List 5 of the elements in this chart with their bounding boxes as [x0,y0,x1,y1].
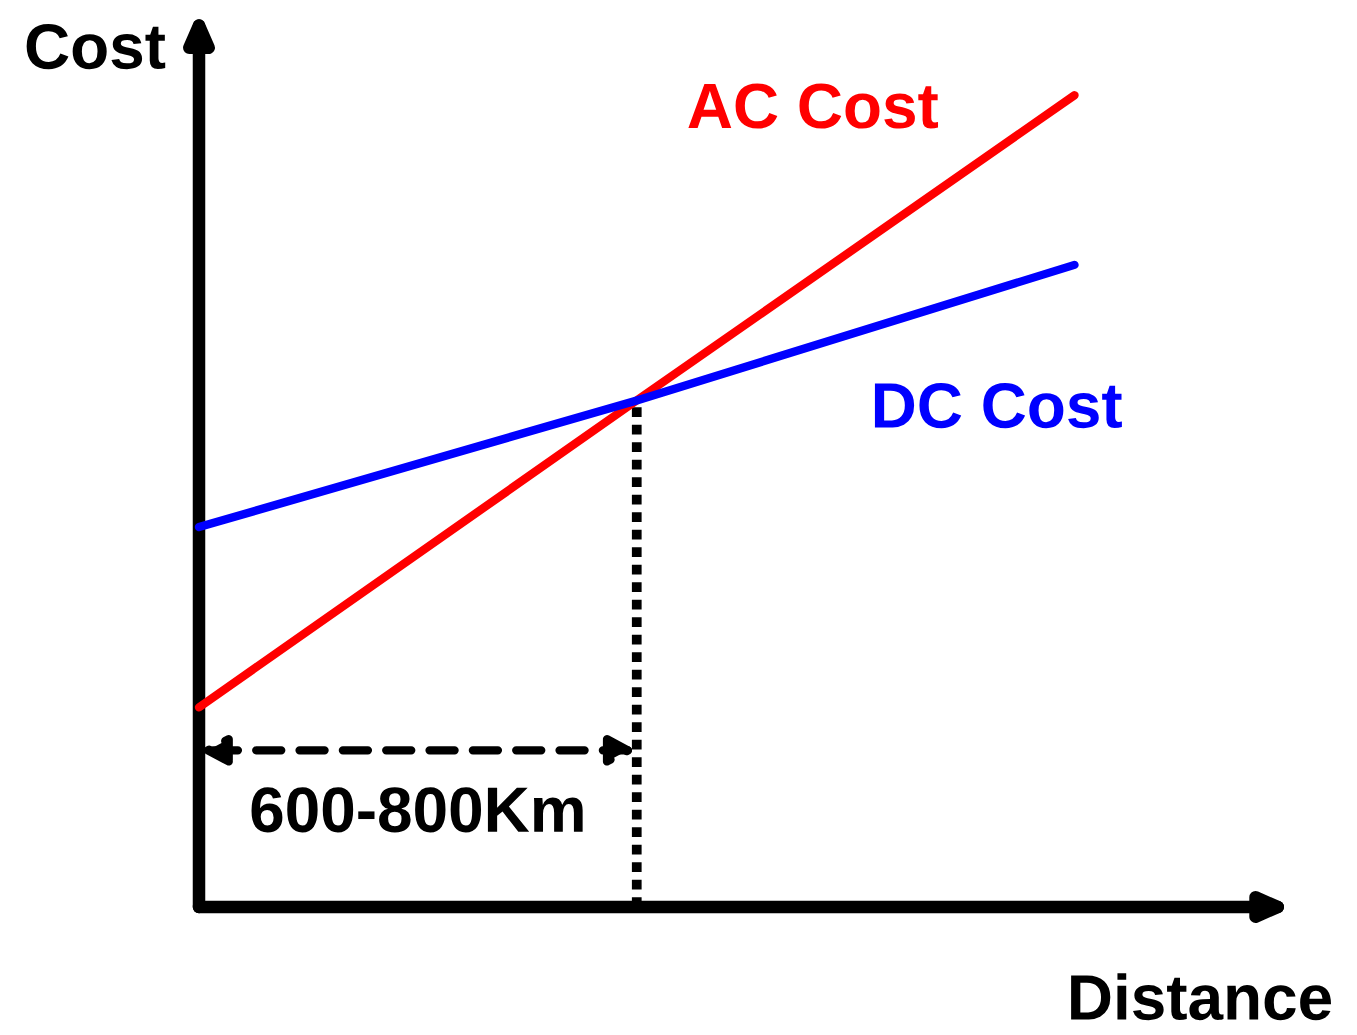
series-label: AC Cost [688,83,939,129]
y-axis-title: Cost [26,23,166,70]
annotation: 600-800Km [251,787,583,833]
series-label: DC Cost [874,382,1122,429]
x-axis-title: Distance [1071,973,1331,1021]
